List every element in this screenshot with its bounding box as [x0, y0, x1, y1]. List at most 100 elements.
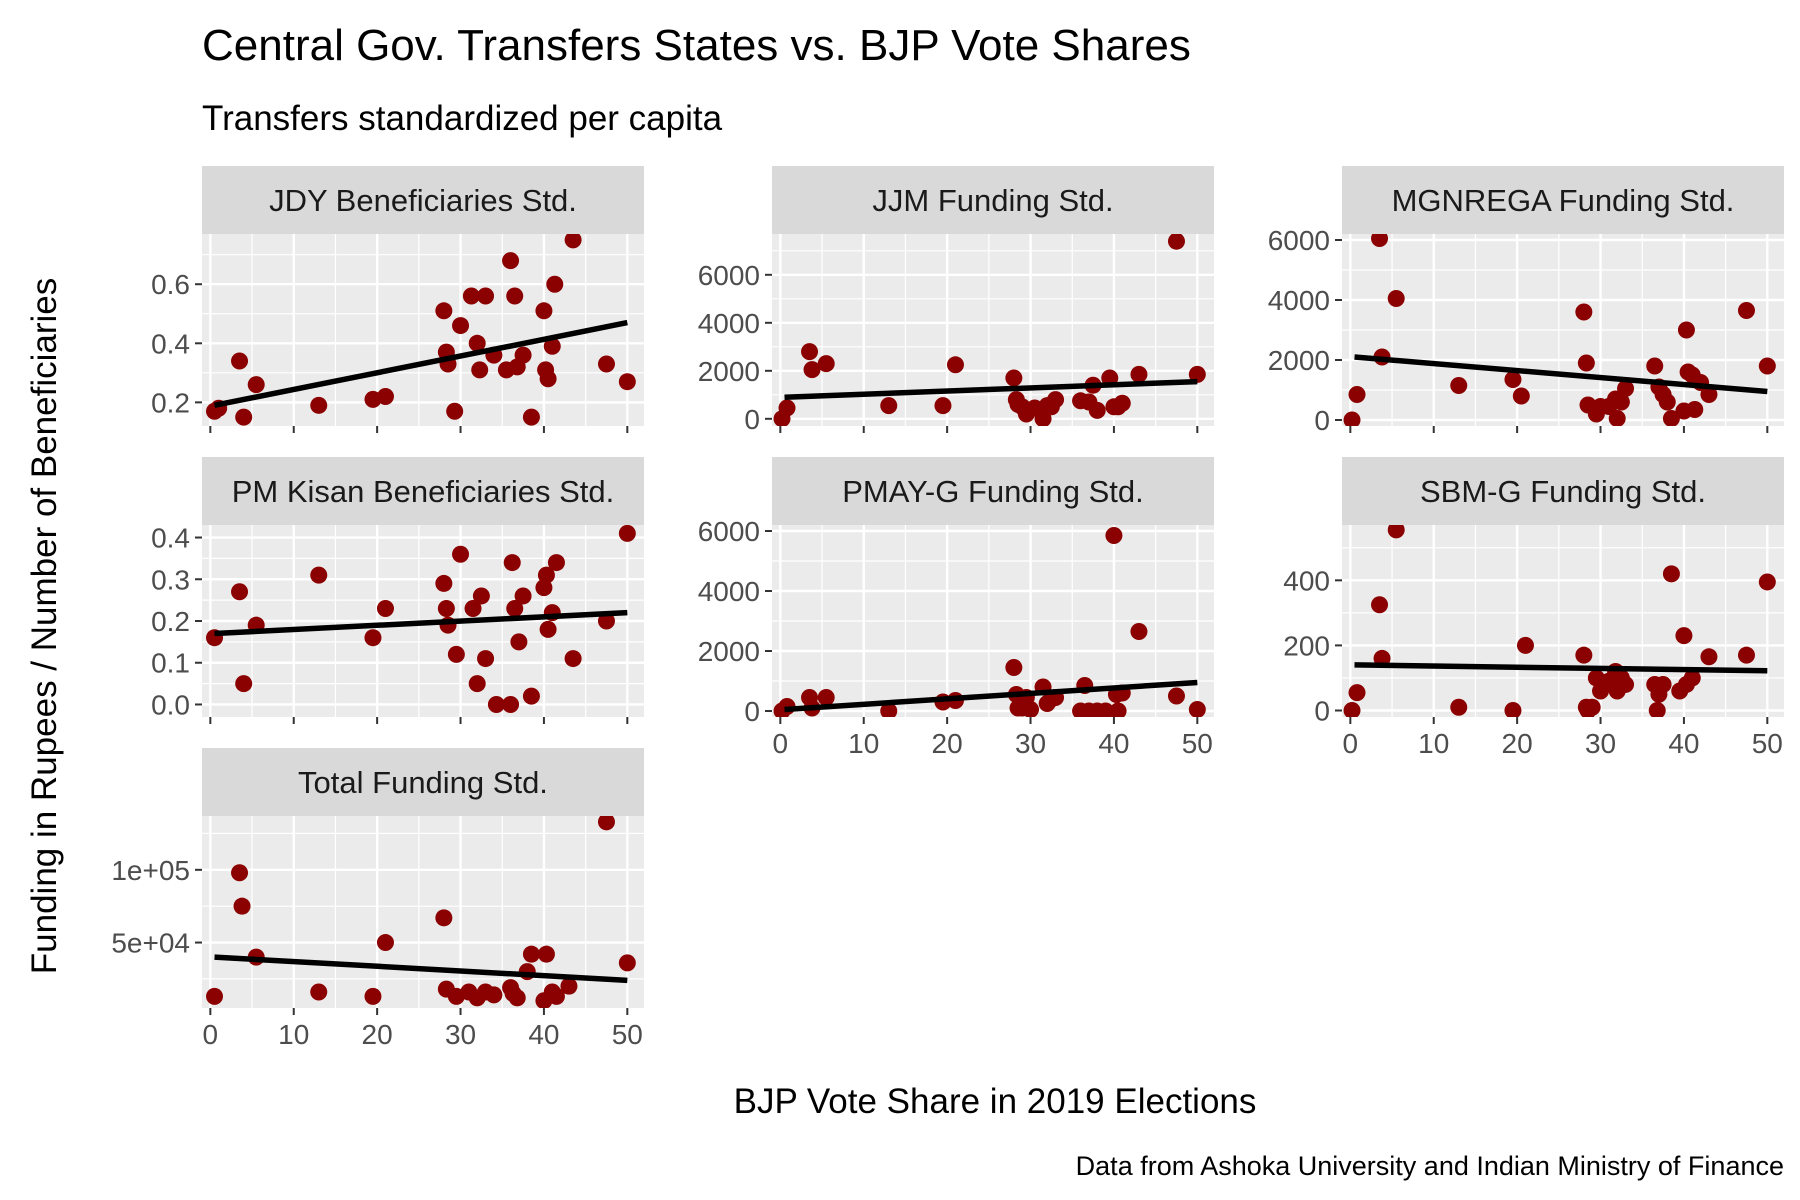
data-point	[310, 983, 328, 1001]
y-tick-label: 0	[744, 696, 760, 727]
x-tick-label: 50	[1752, 728, 1783, 759]
data-point	[539, 620, 557, 638]
data-point	[564, 234, 582, 249]
facet-panel: Total Funding Std. 5e+04 1e+05 0 10 20 30 40 50	[111, 748, 644, 1050]
y-tick-label: 5e+04	[111, 928, 190, 959]
fit-line	[214, 609, 628, 637]
panel-plot-area	[772, 234, 1214, 426]
facet-strip-label: JDY Beneficiaries Std.	[269, 183, 577, 218]
facet-strip	[202, 748, 644, 816]
x-tick-label: 0	[773, 728, 789, 759]
data-point	[437, 599, 455, 617]
data-point	[597, 612, 615, 630]
data-point	[472, 587, 490, 605]
data-point	[946, 356, 964, 374]
facet-strip-label: MGNREGA Funding Std.	[1392, 183, 1735, 218]
data-point	[1686, 401, 1704, 418]
data-point	[546, 275, 564, 293]
y-tick-label: 0.4	[151, 523, 190, 554]
data-point	[514, 346, 532, 364]
data-point	[1512, 387, 1530, 405]
facet-panel: JJM Funding Std. 0 2000 4000 6000	[698, 166, 1214, 435]
data-point	[1188, 365, 1206, 383]
data-point	[1130, 365, 1148, 383]
data-point	[376, 387, 394, 405]
data-point	[247, 376, 265, 394]
y-tick-label: 6000	[1268, 225, 1330, 256]
facet-strip	[1342, 457, 1784, 525]
x-tick-label: 20	[932, 728, 963, 759]
fit-line	[784, 378, 1198, 400]
data-point	[1737, 646, 1755, 664]
data-point	[535, 302, 553, 320]
facet-strip	[772, 457, 1214, 525]
facet-panel: PM Kisan Beneficiaries Std. 0.0 0.1 0.2 0.3 0…	[151, 457, 644, 724]
data-point	[1675, 627, 1693, 645]
data-point	[508, 989, 526, 1007]
data-point	[435, 574, 453, 592]
y-axis-label: Funding in Rupees / Number of Beneficiar…	[25, 278, 64, 974]
data-point	[468, 334, 486, 352]
data-point	[618, 373, 636, 391]
data-point	[235, 675, 253, 693]
chart-caption: Data from Ashoka University and Indian M…	[1076, 1151, 1784, 1181]
data-point	[934, 397, 952, 415]
data-point	[1612, 393, 1630, 411]
y-tick-label: 2000	[698, 636, 760, 667]
y-tick-label: 0.2	[151, 387, 190, 418]
panel-plot-area	[202, 234, 644, 426]
facet-strip	[202, 457, 644, 525]
data-point	[1700, 648, 1718, 666]
data-point	[1737, 302, 1755, 319]
fit-line	[213, 319, 628, 409]
data-point	[231, 352, 249, 370]
fit-line	[1354, 662, 1768, 674]
x-tick-label: 10	[278, 1019, 309, 1050]
facet-strip	[1342, 166, 1784, 234]
data-point	[522, 687, 540, 705]
data-point	[502, 695, 520, 713]
data-point	[880, 397, 898, 415]
data-point	[1167, 687, 1185, 705]
y-tick-label: 0.1	[151, 648, 190, 679]
data-point	[1662, 565, 1680, 583]
data-point	[778, 399, 796, 417]
y-tick-label: 0.4	[151, 328, 190, 359]
data-point	[1450, 377, 1468, 394]
fit-line	[784, 679, 1198, 713]
y-tick-label: 1e+05	[111, 855, 190, 886]
data-point	[1758, 573, 1776, 591]
data-point	[803, 361, 821, 379]
data-point	[231, 583, 249, 601]
data-point	[1516, 636, 1534, 654]
data-point	[464, 599, 482, 617]
data-point	[539, 370, 557, 388]
facet-strip-label: PM Kisan Beneficiaries Std.	[232, 474, 615, 509]
facet-strip-label: SBM-G Funding Std.	[1420, 474, 1706, 509]
y-tick-label: 0.3	[151, 564, 190, 595]
data-point	[817, 689, 835, 706]
data-point	[231, 864, 249, 882]
data-point	[364, 987, 382, 1005]
data-point	[1005, 369, 1023, 387]
facet-strip	[772, 166, 1214, 234]
data-point	[468, 675, 486, 693]
data-point	[1450, 698, 1468, 716]
data-point	[801, 343, 819, 361]
y-tick-label: 4000	[698, 308, 760, 339]
panel-background	[1342, 525, 1784, 717]
data-point	[1105, 527, 1123, 544]
data-point	[462, 287, 480, 305]
data-point	[1022, 701, 1040, 717]
data-point	[1088, 401, 1106, 419]
data-point	[1648, 701, 1666, 717]
data-point	[1387, 290, 1405, 307]
data-point	[618, 954, 636, 972]
data-point	[477, 287, 495, 305]
data-point	[1343, 411, 1361, 426]
data-point	[537, 945, 555, 963]
fit-line	[1354, 354, 1768, 395]
data-point	[310, 566, 328, 584]
data-point	[233, 897, 251, 915]
facet-strip	[202, 166, 644, 234]
